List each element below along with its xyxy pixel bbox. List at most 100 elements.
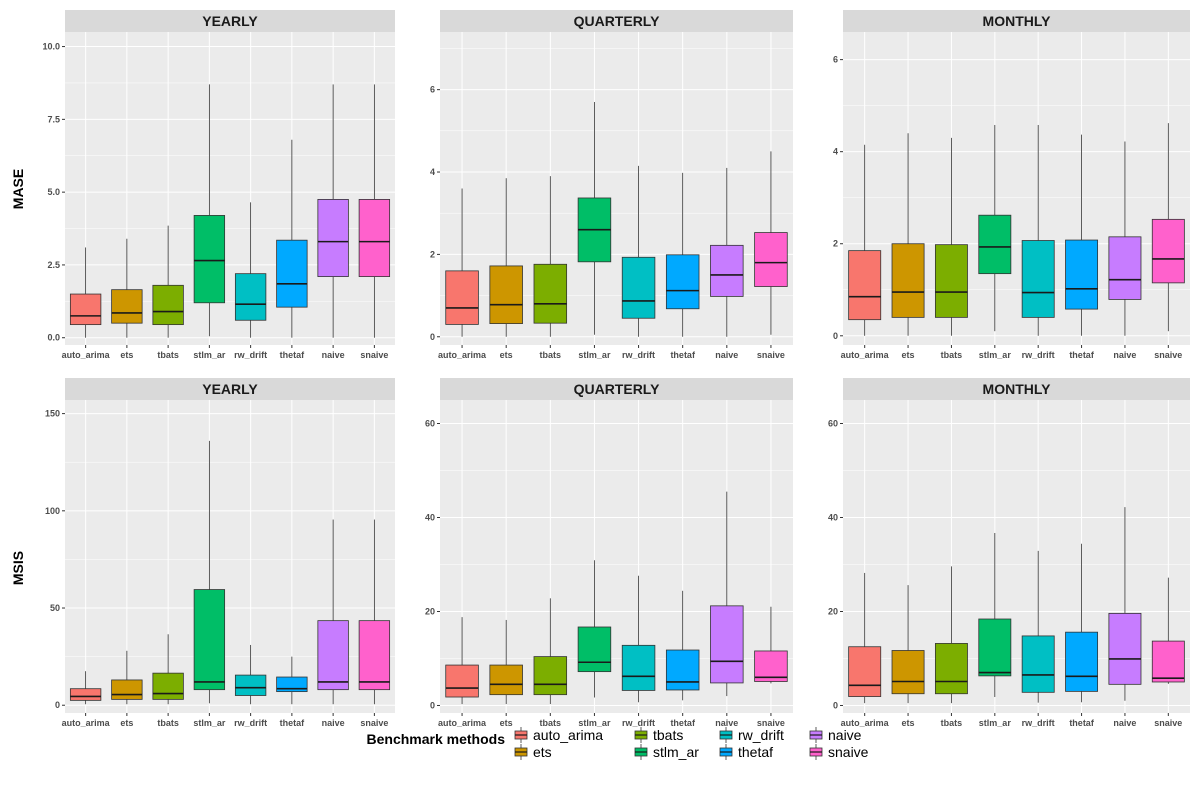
box-rw_drift [621, 165, 656, 337]
strip [843, 10, 1190, 32]
x-tick-label-stlm_ar: stlm_ar [578, 718, 611, 728]
x-tick-label-stlm_ar: stlm_ar [578, 350, 611, 360]
x-tick-label-tbats: tbats [540, 350, 562, 360]
panel-msis-yearly: YEARLY 0 50 100 150 auto_arima ets tbats stlm_ar… [45, 378, 395, 728]
panel-title: QUARTERLY [574, 13, 660, 29]
box-snaive [358, 84, 391, 338]
box-auto_arima [69, 247, 102, 338]
box-naive [710, 491, 744, 697]
box-body [533, 656, 568, 696]
y-tick-label: 0 [833, 331, 838, 341]
y-tick-label: 60 [828, 418, 838, 428]
y-tick-label: 5.0 [47, 187, 60, 197]
box-thetaf [276, 656, 308, 705]
y-tick-label: 2.5 [47, 260, 60, 270]
box-stlm_ar [193, 440, 226, 704]
box-body [69, 688, 102, 701]
x-tick-label-snaive: snaive [757, 718, 785, 728]
x-tick-label-tbats: tbats [941, 718, 963, 728]
x-tick-label-tbats: tbats [157, 718, 179, 728]
legend-label: snaive [828, 744, 869, 760]
box-rw_drift [1021, 550, 1055, 703]
x-tick-label-stlm_ar: stlm_ar [979, 718, 1012, 728]
panel-title: YEARLY [202, 13, 258, 29]
box-body [848, 250, 882, 321]
legend-item-thetaf: thetaf [719, 744, 773, 760]
box-body [358, 199, 391, 277]
y-tick-label: 6 [833, 55, 838, 65]
box-ets [111, 650, 143, 705]
box-body [193, 215, 226, 304]
panel-title: QUARTERLY [574, 381, 660, 397]
box-body [754, 650, 788, 682]
panel-title: MONTHLY [983, 381, 1052, 397]
box-tbats [934, 566, 968, 704]
x-tick-label-ets: ets [500, 350, 513, 360]
box-body [489, 265, 523, 324]
x-tick-label-auto_arima: auto_arima [438, 350, 487, 360]
y-tick-label: 6 [430, 85, 435, 95]
box-body [710, 605, 744, 684]
y-tick-label: 4 [833, 147, 838, 157]
y-tick-label: 0.0 [47, 333, 60, 343]
x-tick-label-thetaf: thetaf [280, 350, 306, 360]
box-body [934, 244, 968, 318]
y-tick-label: 4 [430, 167, 435, 177]
strip [65, 378, 395, 400]
legend-title: Benchmark methods [367, 731, 506, 747]
box-body [317, 620, 349, 691]
box-naive [710, 167, 744, 337]
box-body [978, 618, 1012, 677]
x-tick-label-snaive: snaive [1154, 350, 1182, 360]
box-body [891, 650, 925, 695]
y-tick-label: 20 [425, 606, 435, 616]
x-tick-label-naive: naive [715, 350, 738, 360]
legend-item-rw_drift: rw_drift [719, 727, 784, 743]
box-body [445, 270, 479, 325]
y-tick-label: 2 [430, 249, 435, 259]
x-tick-label-naive: naive [715, 718, 738, 728]
y-tick-label: 10.0 [42, 42, 60, 52]
box-body [276, 239, 308, 308]
box-thetaf [665, 590, 700, 701]
box-thetaf [276, 139, 308, 338]
box-body [665, 254, 700, 310]
x-tick-label-rw_drift: rw_drift [622, 718, 655, 728]
panel-msis-monthly: MONTHLY 0 20 40 60 auto_arima ets tbats stlm_ar r… [828, 378, 1190, 728]
box-body [710, 244, 744, 297]
x-tick-label-ets: ets [500, 718, 513, 728]
y-tick-label: 20 [828, 606, 838, 616]
legend-label: naive [828, 727, 862, 743]
box-stlm_ar [978, 533, 1012, 698]
box-body [234, 674, 267, 696]
box-auto_arima [69, 671, 102, 705]
legend-label: auto_arima [533, 727, 603, 743]
box-body [1065, 239, 1099, 310]
box-tbats [533, 176, 568, 337]
box-ets [891, 133, 925, 336]
x-tick-label-tbats: tbats [941, 350, 963, 360]
x-tick-label-rw_drift: rw_drift [234, 350, 267, 360]
y-tick-label: 60 [425, 418, 435, 428]
panel-title: MONTHLY [983, 13, 1052, 29]
box-body [445, 664, 479, 698]
x-tick-label-rw_drift: rw_drift [234, 718, 267, 728]
panel-title: YEARLY [202, 381, 258, 397]
box-body [934, 643, 968, 695]
box-stlm_ar [978, 124, 1012, 332]
x-tick-label-snaive: snaive [1154, 718, 1182, 728]
box-snaive [754, 151, 788, 335]
box-stlm_ar [193, 84, 226, 337]
x-tick-label-auto_arima: auto_arima [841, 718, 890, 728]
box-ets [111, 238, 143, 338]
x-tick-label-ets: ets [120, 718, 133, 728]
box-body [665, 649, 700, 691]
box-auto_arima [445, 188, 479, 337]
x-tick-label-snaive: snaive [757, 350, 785, 360]
y-tick-label: 150 [45, 409, 60, 419]
box-body [358, 620, 391, 691]
x-tick-label-auto_arima: auto_arima [62, 718, 111, 728]
box-body [489, 664, 523, 696]
